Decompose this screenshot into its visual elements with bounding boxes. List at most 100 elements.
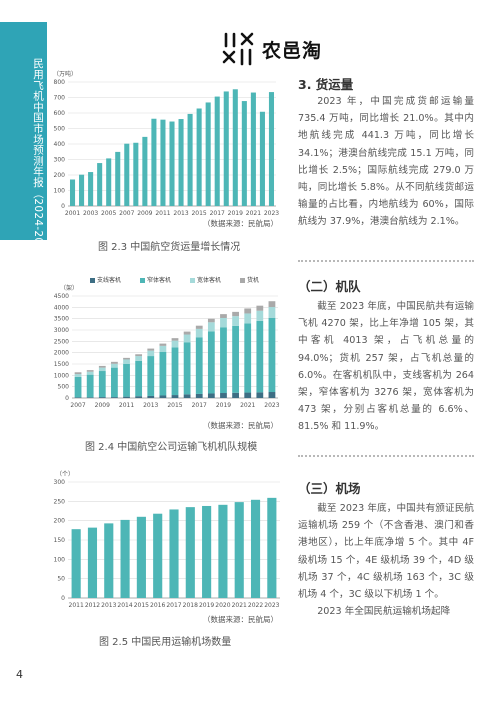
- fleet-paragraph: 截至 2023 年底，中国民航共有运输飞机 4270 架，比上年净增 105 架…: [298, 298, 474, 436]
- bar-segment: [86, 370, 94, 372]
- x-tick-label: 2011: [119, 402, 134, 409]
- legend-swatch: [240, 278, 245, 283]
- bar-segment: [123, 357, 130, 360]
- bar-segment: [135, 356, 143, 361]
- bar-segment: [171, 395, 179, 398]
- bar-segment: [220, 317, 227, 328]
- chart1-caption: 图 2.3 中国航空货运量增长情况: [98, 242, 241, 253]
- fleet-size-chart: （架） 0 500 1000 1500 2000 2500 3000 3500 4000 4500 2…: [54, 272, 280, 420]
- bar-segment: [171, 347, 179, 396]
- bar-segment: [183, 342, 191, 395]
- bar-segment: [207, 393, 215, 398]
- y-tick-label: 500: [58, 384, 70, 391]
- bar-segment: [256, 305, 264, 311]
- section-cargo-heading: 3. 货运量: [298, 77, 354, 92]
- y-tick-label: 1500: [54, 361, 69, 368]
- x-tick-label: 2013: [173, 210, 188, 217]
- side-tab: [0, 22, 47, 240]
- x-tick-label: 2007: [119, 210, 134, 217]
- x-tick-label: 2007: [70, 402, 85, 409]
- x-tick-label: 2019: [216, 402, 231, 409]
- bar-segment: [123, 364, 130, 397]
- bar: [115, 151, 121, 206]
- x-tick-label: 2015: [167, 402, 182, 409]
- bar: [79, 174, 85, 206]
- y-tick-label: 500: [54, 126, 66, 133]
- bar-segment: [111, 363, 118, 368]
- x-tick-label: 2009: [95, 402, 110, 409]
- legend-swatch: [90, 278, 95, 283]
- y-tick-label: 100: [54, 556, 66, 563]
- bar-segment: [220, 393, 227, 398]
- bar: [151, 118, 157, 206]
- cargo-volume-chart: （万吨） 0 100 200 300 400 500 600 700 800 2001 2003 200…: [53, 70, 279, 224]
- bar-segment: [123, 359, 130, 364]
- airport-text-1: 截至 2023 年底，中国共有颁证民航运输机场 259 个（不含香港、澳门和香港…: [298, 503, 474, 601]
- airport-text-2: 2023 年全国民航运输机场起降: [317, 606, 451, 618]
- bar: [160, 119, 166, 206]
- bar-segment: [183, 334, 191, 343]
- bar-segment: [256, 392, 264, 398]
- x-tick-label: 2016: [150, 602, 165, 609]
- unit-label: （架）: [60, 284, 78, 292]
- x-tick-label: 2003: [83, 210, 98, 217]
- bar: [205, 102, 211, 206]
- legend-label: 支线客机: [97, 276, 121, 284]
- section-fleet-heading: （二）机队: [298, 279, 361, 294]
- bar-segment: [135, 396, 143, 398]
- bar-segment: [111, 397, 118, 398]
- x-tick-label: 2013: [101, 602, 116, 609]
- bar-segment: [207, 331, 215, 394]
- chart2-caption: 图 2.4 中国航空公司运输飞机机队规模: [85, 442, 258, 453]
- bar-segment: [183, 331, 191, 335]
- bar-segment: [98, 371, 106, 398]
- bar-segment: [171, 338, 179, 341]
- x-tick-label: 2021: [240, 402, 255, 409]
- bar: [153, 513, 163, 598]
- bar-segment: [86, 374, 94, 398]
- y-tick-label: 200: [54, 172, 66, 179]
- x-tick-label: 2017: [210, 210, 225, 217]
- side-tab-title: 民用飞机中国市场预测年报（2024-2043）: [32, 58, 44, 270]
- y-tick-label: 600: [54, 110, 66, 117]
- unit-label: （个）: [56, 471, 74, 478]
- y-tick-label: 4000: [54, 304, 69, 311]
- x-tick-label: 2021: [232, 602, 247, 609]
- bar-segment: [268, 392, 276, 398]
- bar-segment: [244, 323, 252, 393]
- bar-segment: [195, 337, 203, 394]
- bar-segment: [195, 328, 203, 338]
- bar-segment: [268, 307, 276, 318]
- bar-segment: [207, 322, 215, 332]
- y-tick-label: 3500: [54, 316, 69, 323]
- airport-paragraph: 截至 2023 年底，中国共有颁证民航运输机场 259 个（不含香港、澳门和香港…: [298, 500, 474, 620]
- bar: [202, 505, 212, 598]
- logo: 农邑淘: [214, 24, 338, 74]
- bar: [234, 502, 244, 598]
- x-tick-label: 2017: [166, 602, 181, 609]
- x-tick-label: 2005: [101, 210, 116, 217]
- bar-segment: [244, 392, 252, 398]
- chart1-source: （数据来源：民航局）: [203, 219, 278, 228]
- legend-label: 宽体客机: [197, 276, 221, 284]
- x-tick-label: 2011: [69, 602, 84, 609]
- x-tick-label: 2023: [264, 210, 279, 217]
- bar-segment: [74, 376, 82, 398]
- y-tick-label: 0: [61, 595, 65, 602]
- x-tick-label: 2019: [228, 210, 243, 217]
- bar-segment: [220, 327, 227, 394]
- legend-swatch: [140, 278, 145, 283]
- bar-segment: [232, 311, 239, 317]
- chart3-source: （数据来源：民航局）: [203, 615, 278, 624]
- bar: [178, 119, 184, 206]
- bar-segment: [268, 301, 276, 308]
- bar-segment: [244, 308, 252, 314]
- bar: [218, 504, 228, 598]
- bar-segment: [183, 394, 191, 398]
- bar-segment: [232, 325, 239, 393]
- y-tick-label: 200: [54, 518, 66, 525]
- bar: [124, 143, 130, 206]
- x-tick-label: 2015: [134, 602, 149, 609]
- legend-label: 货机: [247, 276, 259, 284]
- bar-segment: [256, 310, 264, 321]
